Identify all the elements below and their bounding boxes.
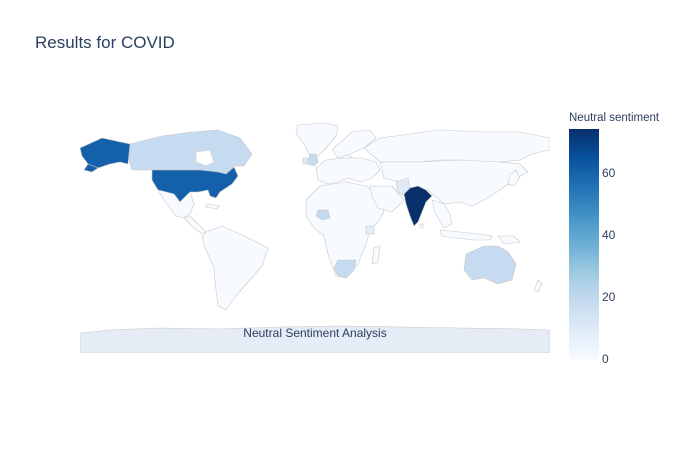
colorbar-tick-label: 60 (602, 165, 616, 180)
land-antarctica (80, 325, 550, 353)
land-europe (315, 157, 381, 185)
land-alaska[interactable] (80, 137, 131, 169)
map-annotation: Neutral Sentiment Analysis (243, 326, 387, 340)
land-greenland (295, 122, 339, 159)
land-kenya[interactable] (365, 225, 375, 235)
colorbar-ticks: 0 20 40 60 (602, 129, 642, 366)
land-new-guinea (497, 235, 521, 245)
land-cuba (205, 203, 221, 210)
land-south-america (201, 225, 269, 311)
colorbar-title: Neutral sentiment (569, 112, 660, 124)
land-asia (379, 159, 529, 207)
land-ireland[interactable] (302, 157, 309, 165)
land-nigeria[interactable] (315, 209, 331, 221)
land-australia[interactable] (463, 245, 517, 285)
land-south-africa[interactable] (333, 259, 357, 279)
landmasses (80, 122, 550, 353)
chart-title: Results for COVID (35, 33, 175, 52)
colorbar-tick-label: 40 (602, 227, 616, 242)
land-canada[interactable] (127, 129, 253, 175)
hudson-bay (195, 149, 215, 167)
land-arabia (369, 185, 405, 213)
land-india[interactable] (403, 185, 433, 227)
colorbar (569, 129, 599, 359)
colorbar-gradient (569, 129, 599, 359)
land-central-america (183, 215, 207, 235)
land-indonesia (439, 229, 493, 241)
land-madagascar (371, 245, 381, 265)
land-sri-lanka (419, 223, 424, 229)
land-uk[interactable] (307, 153, 319, 167)
world-map[interactable] (80, 120, 550, 353)
land-japan (507, 169, 521, 187)
land-new-zealand (533, 279, 543, 293)
land-aleutians (83, 163, 99, 173)
land-russia (363, 129, 550, 163)
colorbar-tick-label: 0 (602, 352, 609, 366)
land-mexico (157, 189, 195, 219)
land-scandinavia (331, 129, 377, 159)
land-southeast-asia (431, 199, 453, 229)
colorbar-tick-label: 20 (602, 289, 616, 304)
